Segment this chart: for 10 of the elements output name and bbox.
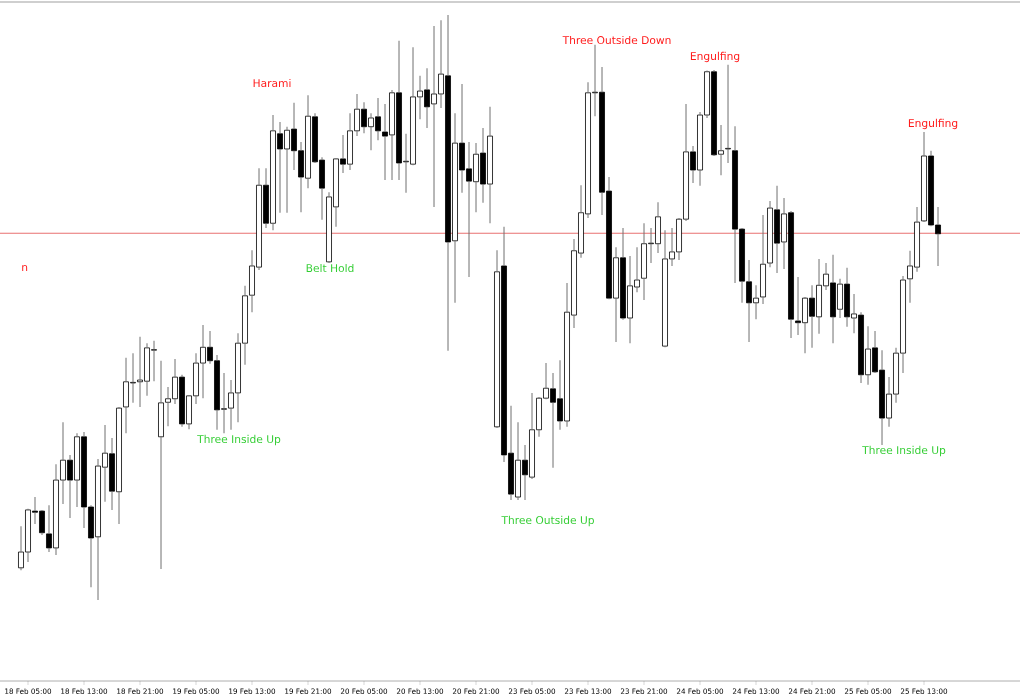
annotation: Engulfing <box>908 118 958 130</box>
annotation: n <box>22 265 28 271</box>
annotation: Engulfing <box>690 51 740 63</box>
annotation: Three Inside Up <box>862 445 946 457</box>
candlestick <box>725 64 731 164</box>
annotation: Three Outside Down <box>562 35 671 45</box>
annotation: Harami <box>253 78 291 88</box>
annotation: Three Outside Up <box>501 515 594 527</box>
annotation: Belt Hold <box>306 263 354 273</box>
annotation: Three Inside Up <box>197 434 281 446</box>
